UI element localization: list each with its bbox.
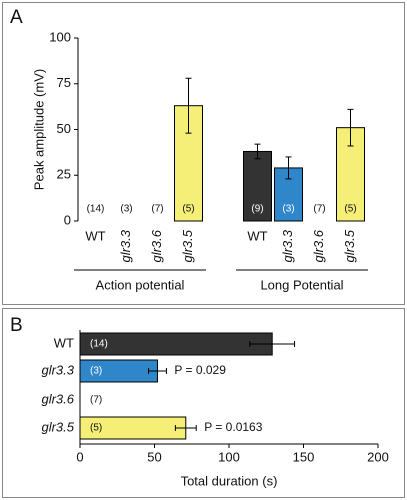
x-tick-label: glr3.3 bbox=[118, 229, 133, 262]
panel-label: B bbox=[10, 315, 23, 336]
panel-label: A bbox=[10, 7, 23, 28]
y-tick-label: glr3.5 bbox=[41, 419, 74, 434]
panel-frame bbox=[2, 2, 405, 305]
x-tick-label: WT bbox=[85, 228, 105, 243]
x-tick-label: glr3.6 bbox=[311, 229, 326, 262]
n-label: (7) bbox=[90, 395, 102, 406]
x-tick-label: 150 bbox=[293, 449, 315, 464]
y-tick-label: 25 bbox=[57, 167, 71, 182]
y-tick-label: glr3.6 bbox=[41, 391, 74, 406]
x-axis-label: Total duration (s) bbox=[181, 473, 278, 488]
x-tick-label: 200 bbox=[367, 449, 389, 464]
p-value: P = 0.029 bbox=[174, 363, 226, 377]
bar bbox=[243, 150, 272, 222]
x-tick-label: glr3.5 bbox=[342, 229, 357, 262]
n-label: (14) bbox=[90, 339, 108, 350]
x-tick-label: 50 bbox=[147, 449, 161, 464]
y-tick-label: glr3.3 bbox=[41, 362, 74, 377]
n-label: (5) bbox=[344, 204, 356, 215]
y-tick-label: 50 bbox=[57, 121, 71, 136]
n-label: (3) bbox=[282, 204, 294, 215]
y-axis-label: Peak amplitude (mV) bbox=[31, 69, 46, 190]
x-tick-label: WT bbox=[247, 228, 267, 243]
bar bbox=[79, 332, 273, 356]
y-tick-label: WT bbox=[54, 335, 74, 350]
x-tick-label: glr3.3 bbox=[280, 229, 295, 262]
x-tick-label: 100 bbox=[218, 449, 240, 464]
n-label: (7) bbox=[313, 204, 325, 215]
n-label: (14) bbox=[87, 204, 105, 215]
n-label: (7) bbox=[151, 204, 163, 215]
x-tick-label: glr3.5 bbox=[180, 229, 195, 262]
x-tick-label: glr3.6 bbox=[149, 229, 164, 262]
n-label: (5) bbox=[90, 423, 102, 434]
n-label: (3) bbox=[90, 366, 102, 377]
n-label: (3) bbox=[120, 204, 132, 215]
n-label: (9) bbox=[251, 204, 263, 215]
y-tick-label: 75 bbox=[57, 75, 71, 90]
p-value: P = 0.0163 bbox=[204, 420, 262, 434]
group-label: Long Potential bbox=[260, 277, 343, 292]
y-tick-label: 100 bbox=[49, 29, 71, 44]
panel-frame bbox=[2, 308, 405, 498]
n-label: (5) bbox=[182, 204, 194, 215]
x-tick-label: 0 bbox=[76, 449, 83, 464]
group-label: Action potential bbox=[96, 277, 185, 292]
y-tick-label: 0 bbox=[64, 212, 71, 227]
